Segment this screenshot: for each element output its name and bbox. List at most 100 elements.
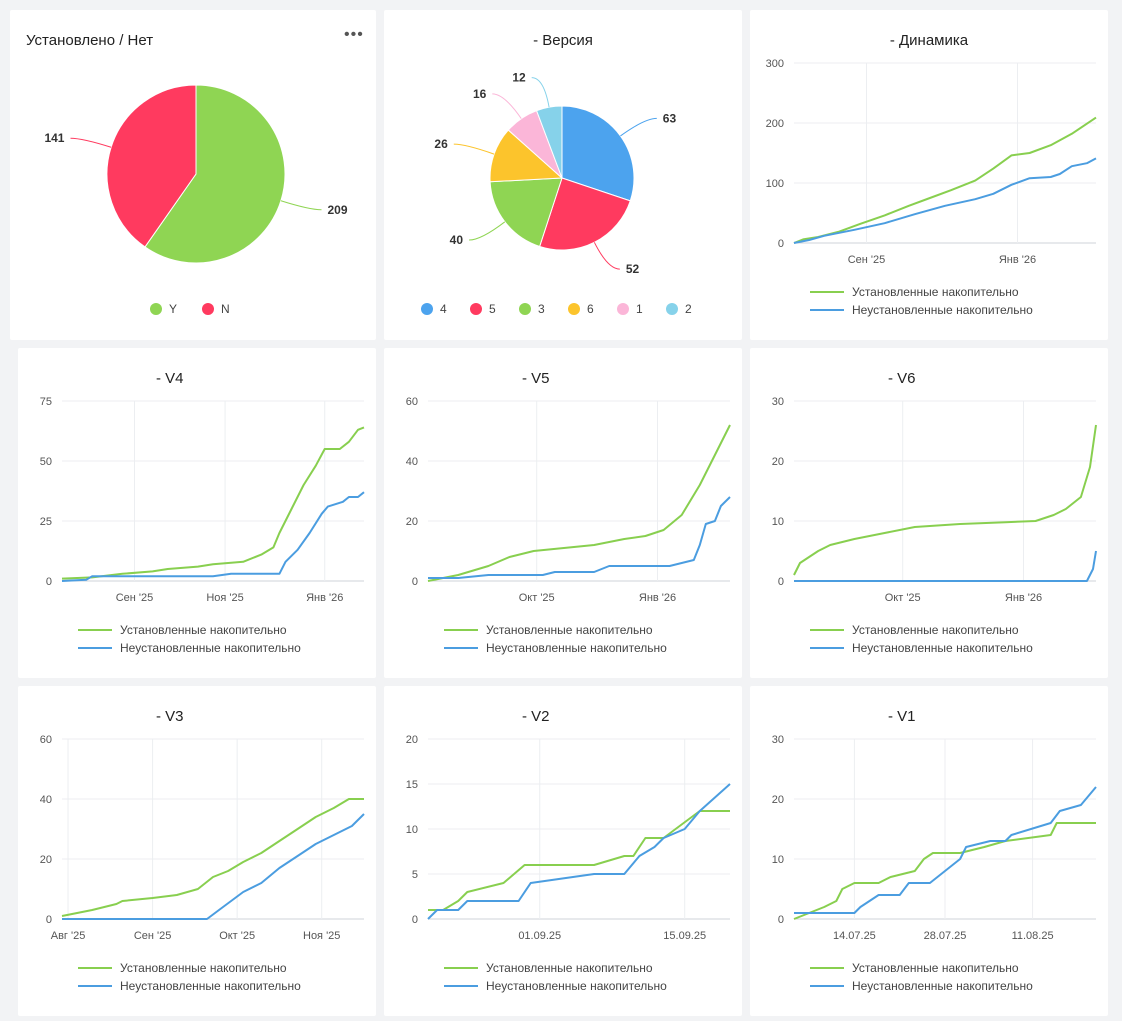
series-installed-line[interactable] xyxy=(793,116,1097,244)
series-installed-line[interactable] xyxy=(428,810,730,911)
series-not-installed-line[interactable] xyxy=(427,783,731,920)
series-not-installed-line[interactable] xyxy=(62,813,365,920)
x-tick-label: Янв '26 xyxy=(999,254,1036,266)
legend-label[interactable]: Неустановленные накопительно xyxy=(120,979,301,993)
series-not-installed-line[interactable] xyxy=(794,550,1097,582)
pie-data-label: 26 xyxy=(434,137,448,151)
card-v1: - V1 0 10 20 30 14.07.25 28.07.25 11.08.25 Уста… xyxy=(750,686,1108,1016)
pie-connector xyxy=(531,77,550,108)
series-installed-line[interactable] xyxy=(61,798,364,917)
legend-label[interactable]: Установленные накопительно xyxy=(120,623,287,637)
y-tick-label: 0 xyxy=(778,576,784,588)
series-not-installed-line[interactable] xyxy=(794,786,1097,914)
pie-slice-3[interactable] xyxy=(489,177,563,248)
legend-marker[interactable] xyxy=(666,303,678,315)
legend-label[interactable]: 6 xyxy=(587,302,594,316)
legend-label[interactable]: Установленные накопительно xyxy=(120,961,287,975)
card-title: - V4 xyxy=(156,370,184,387)
series-installed-line[interactable] xyxy=(61,426,365,580)
legend-label[interactable]: Неустановленные накопительно xyxy=(852,979,1033,993)
y-tick-label: 5 xyxy=(412,869,418,881)
x-tick-label: Окт '25 xyxy=(219,930,255,942)
card-v4: - V4 0 25 50 75 Сен '25 Ноя '25 Янв '26 Установ… xyxy=(18,348,376,678)
legend-label[interactable]: Установленные накопительно xyxy=(486,623,653,637)
x-tick-label: Окт '25 xyxy=(885,592,921,604)
line-chart-v6: 0 10 20 30 Окт '25 Янв '26 Установленные накоп… xyxy=(772,396,1097,655)
series-installed-line[interactable] xyxy=(427,424,731,582)
x-tick-label: Янв '26 xyxy=(639,592,676,604)
pie-connector xyxy=(593,242,620,270)
legend-label[interactable]: Установленные накопительно xyxy=(852,961,1019,975)
legend-label[interactable]: 3 xyxy=(538,302,545,316)
legend-marker[interactable] xyxy=(519,303,531,315)
legend-label[interactable]: Установленные накопительно xyxy=(486,961,653,975)
legend-marker[interactable] xyxy=(202,303,214,315)
pie-connector xyxy=(70,137,112,148)
legend-marker[interactable] xyxy=(617,303,629,315)
pie-connector xyxy=(469,221,506,241)
y-tick-label: 40 xyxy=(406,456,418,468)
y-tick-label: 20 xyxy=(40,854,52,866)
x-tick-label: Янв '26 xyxy=(306,592,343,604)
card-v2: - V2 0 5 10 15 20 01.09.25 15.09.25 Установленн… xyxy=(384,686,742,1016)
legend-label[interactable]: Установленные накопительно xyxy=(852,623,1019,637)
y-tick-label: 60 xyxy=(40,734,52,746)
series-installed-line[interactable] xyxy=(793,424,1097,576)
legend-label[interactable]: Неустановленные накопительно xyxy=(120,641,301,655)
x-tick-label: Сен '25 xyxy=(848,254,886,266)
x-tick-label: Сен '25 xyxy=(116,592,154,604)
y-tick-label: 0 xyxy=(412,576,418,588)
card-installed-pie: Установлено / Нет ••• 209 141 Y N xyxy=(10,10,376,340)
x-tick-label: Сен '25 xyxy=(134,930,172,942)
legend-label[interactable]: 1 xyxy=(636,302,643,316)
card-version-pie: - Версия 63 52 40 26 16 12 4 5 3 6 1 2 xyxy=(384,10,742,340)
pie-data-label: 141 xyxy=(44,131,64,145)
card-title: - V1 xyxy=(888,708,916,725)
series-not-installed-line[interactable] xyxy=(428,496,731,579)
ellipsis-icon[interactable]: ••• xyxy=(344,26,364,43)
legend-label[interactable]: 4 xyxy=(440,302,447,316)
x-tick-label: Ноя '25 xyxy=(206,592,243,604)
legend-label[interactable]: Неустановленные накопительно xyxy=(852,303,1033,317)
legend-marker[interactable] xyxy=(470,303,482,315)
y-tick-label: 0 xyxy=(46,914,52,926)
x-tick-label: 01.09.25 xyxy=(518,930,561,942)
series-installed-line[interactable] xyxy=(793,822,1096,920)
pie-slice-N[interactable] xyxy=(106,84,197,248)
legend-label[interactable]: Неустановленные накопительно xyxy=(486,641,667,655)
pie-connector xyxy=(492,93,522,119)
legend-marker[interactable] xyxy=(568,303,580,315)
y-tick-label: 50 xyxy=(40,456,52,468)
y-tick-label: 20 xyxy=(772,794,784,806)
x-tick-label: 28.07.25 xyxy=(924,930,967,942)
y-tick-label: 40 xyxy=(40,794,52,806)
legend-label[interactable]: 2 xyxy=(685,302,692,316)
legend-label[interactable]: Установленные накопительно xyxy=(852,285,1019,299)
y-tick-label: 15 xyxy=(406,779,418,791)
pie-chart-installed: 209 141 Y N xyxy=(44,84,348,316)
pie-slice-Y[interactable] xyxy=(144,84,286,264)
legend-label[interactable]: 5 xyxy=(489,302,496,316)
legend-label[interactable]: Y xyxy=(169,302,177,316)
pie-connector xyxy=(453,143,495,155)
y-tick-label: 20 xyxy=(772,456,784,468)
y-tick-label: 30 xyxy=(772,396,784,408)
legend-label[interactable]: Неустановленные накопительно xyxy=(486,979,667,993)
card-v5: - V5 0 20 40 60 Окт '25 Янв '26 Установленные … xyxy=(384,348,742,678)
legend-label[interactable]: Неустановленные накопительно xyxy=(852,641,1033,655)
y-tick-label: 100 xyxy=(766,178,784,190)
legend-marker[interactable] xyxy=(421,303,433,315)
card-title: - V6 xyxy=(888,370,916,387)
legend-label[interactable]: N xyxy=(221,302,230,316)
y-tick-label: 300 xyxy=(766,58,784,70)
pie-data-label: 16 xyxy=(473,87,487,101)
y-tick-label: 200 xyxy=(766,118,784,130)
legend-marker[interactable] xyxy=(150,303,162,315)
series-not-installed-line[interactable] xyxy=(793,157,1097,244)
pie-connector xyxy=(620,117,657,137)
series-not-installed-line[interactable] xyxy=(61,491,365,582)
y-tick-label: 0 xyxy=(778,238,784,250)
pie-slice-2[interactable] xyxy=(535,105,563,179)
x-tick-label: Ноя '25 xyxy=(303,930,340,942)
